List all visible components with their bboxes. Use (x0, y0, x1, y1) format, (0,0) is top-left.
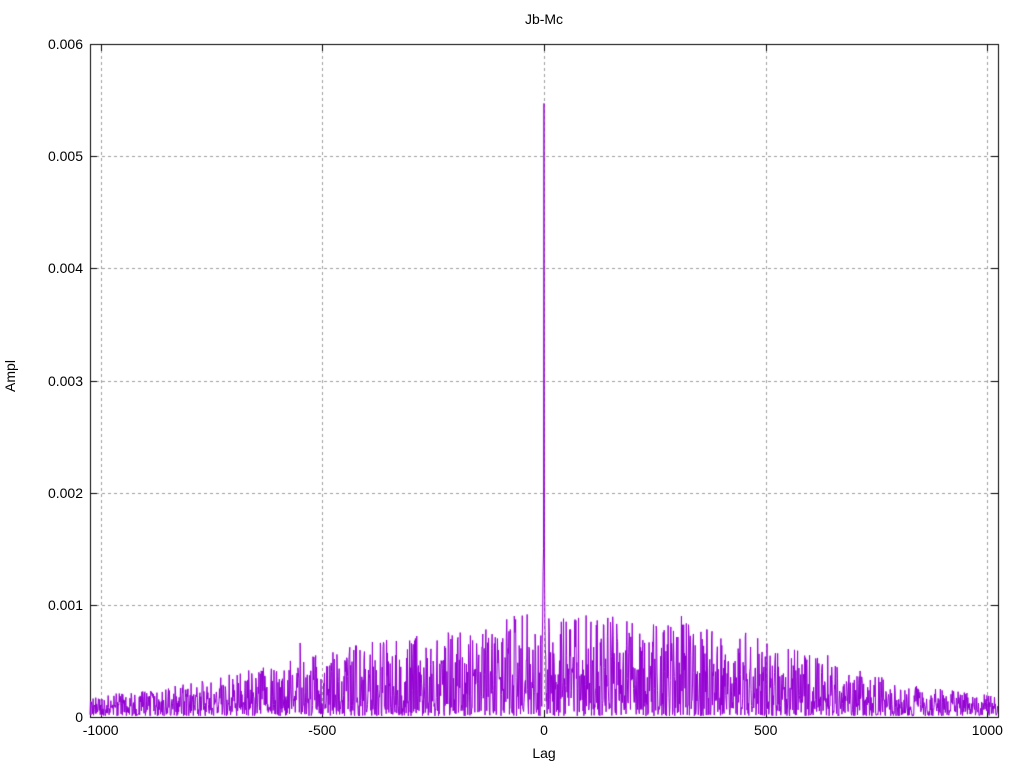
x-tick-label: 1000 (971, 722, 1003, 738)
x-axis-label: Lag (532, 745, 556, 761)
y-tick-label: 0.003 (47, 372, 83, 389)
x-tick-label: 500 (753, 722, 778, 738)
chart-title: Jb-Mc (524, 11, 564, 27)
x-tick-label: 0 (540, 722, 548, 738)
y-tick-label: 0.006 (47, 36, 83, 52)
y-tick-label: 0.002 (47, 484, 83, 501)
x-tick-label: -500 (308, 722, 337, 738)
y-tick-label: 0 (75, 709, 83, 725)
x-tick-label: -1000 (82, 722, 119, 738)
y-tick-label: 0.001 (47, 596, 83, 613)
y-tick-label: 0.005 (47, 148, 83, 165)
y-tick-label: 0.004 (47, 260, 83, 277)
